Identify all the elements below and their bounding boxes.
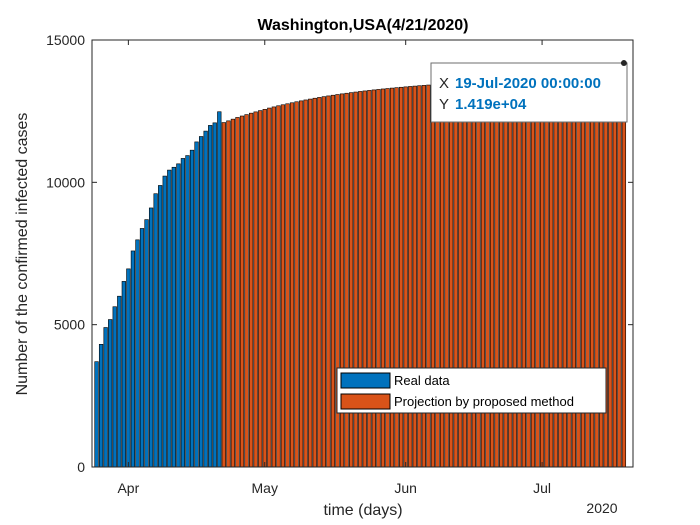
bar-real-data-23[interactable] [198, 136, 204, 468]
bar-real-data-22[interactable] [194, 141, 199, 468]
bar-real-data-4[interactable] [112, 306, 117, 468]
x-tick-label: Jul [533, 480, 551, 496]
bar-projection-13[interactable] [280, 104, 286, 468]
bar-real-data-13[interactable] [153, 193, 158, 468]
bar-projection-6[interactable] [249, 112, 254, 468]
bar-projection-17[interactable] [299, 100, 304, 468]
bar-projection-4[interactable] [239, 115, 245, 468]
bar-real-data-24[interactable] [203, 130, 208, 468]
data-tip-marker [620, 60, 627, 67]
bar-real-data-11[interactable] [144, 219, 149, 468]
bar-projection-22[interactable] [321, 96, 326, 468]
data-tip-x-key: X [439, 75, 449, 92]
legend-entry-projection: Projection by proposed method [394, 394, 574, 409]
bar-projection-0[interactable] [221, 122, 226, 468]
bar-real-data-25[interactable] [208, 125, 213, 468]
y-axis: 0 5000 10000 15000 [46, 32, 633, 475]
legend[interactable]: Real data Projection by proposed method [336, 367, 607, 414]
bar-real-data-18[interactable] [176, 163, 181, 468]
bar-real-data-19[interactable] [180, 158, 186, 468]
bar-projection-87[interactable] [617, 70, 622, 468]
y-tick-label: 10000 [46, 174, 85, 190]
bar-real-data-20[interactable] [185, 155, 190, 468]
bar-projection-9[interactable] [262, 109, 267, 468]
bar-real-data-14[interactable] [158, 185, 163, 468]
bar-projection-11[interactable] [271, 106, 276, 468]
bar-real-data-12[interactable] [148, 207, 154, 468]
legend-swatch-projection [340, 393, 391, 410]
bar-projection-2[interactable] [230, 118, 236, 468]
x-tick-label: Apr [117, 480, 139, 496]
bar-real-data-9[interactable] [135, 239, 140, 468]
bar-real-data-16[interactable] [167, 169, 172, 468]
bar-projection-3[interactable] [235, 117, 240, 468]
bar-real-data-5[interactable] [117, 295, 122, 468]
y-tick-label: 5000 [54, 317, 85, 333]
bar-projection-20[interactable] [312, 97, 317, 468]
y-tick-label: 0 [77, 459, 85, 475]
bar-real-data-27[interactable] [217, 111, 222, 468]
chart-title: Washington,USA(4/21/2020) [257, 17, 468, 34]
bar-real-data-2[interactable] [103, 327, 108, 468]
bar-real-data-6[interactable] [121, 281, 126, 468]
bar-projection-10[interactable] [267, 107, 272, 468]
bar-projection-15[interactable] [289, 102, 295, 468]
bar-projection-21[interactable] [317, 97, 322, 468]
bar-real-data-7[interactable] [126, 268, 131, 468]
bar-projection-8[interactable] [258, 110, 263, 468]
axes-box [91, 39, 634, 468]
x-tick-label: Jun [394, 480, 417, 496]
x-axis: Apr May Jun Jul [117, 40, 551, 496]
x-tick-label: May [252, 480, 278, 496]
bar-projection-1[interactable] [226, 120, 231, 468]
bar-real-data-26[interactable] [212, 122, 217, 468]
bar-projection-88[interactable] [621, 62, 627, 468]
bar-real-data-21[interactable] [189, 149, 195, 468]
bar-projection-85[interactable] [608, 71, 613, 468]
y-axis-label: Number of the confirmed infected cases [14, 113, 31, 396]
bar-projection-86[interactable] [612, 71, 617, 468]
x-axis-label: time (days) [323, 502, 402, 519]
data-tip-box [430, 62, 628, 123]
bar-real-data-1[interactable] [98, 344, 104, 468]
bar-projection-16[interactable] [294, 101, 299, 468]
bar-real-data-0[interactable] [94, 361, 99, 468]
bar-real-data-8[interactable] [130, 250, 136, 468]
data-tip[interactable]: X 19-Jul-2020 00:00:00 Y 1.419e+04 [430, 60, 628, 123]
bar-projection-14[interactable] [285, 103, 290, 468]
data-tip-x-value: 19-Jul-2020 00:00:00 [455, 75, 601, 92]
y-tick-label: 15000 [46, 32, 85, 48]
bar-real-data-15[interactable] [162, 175, 167, 468]
bar-projection-18[interactable] [303, 99, 308, 468]
x-axis-year-label: 2020 [586, 500, 617, 516]
data-tip-y-key: Y [439, 96, 449, 113]
legend-entry-real-data: Real data [394, 373, 450, 388]
bar-real-data-10[interactable] [139, 228, 145, 468]
bar-real-data-17[interactable] [171, 166, 176, 468]
bar-projection-7[interactable] [253, 111, 258, 468]
bar-projection-19[interactable] [308, 98, 313, 468]
bar-projection-23[interactable] [326, 95, 331, 468]
data-tip-y-value: 1.419e+04 [455, 96, 527, 113]
bar-projection-5[interactable] [244, 114, 249, 468]
legend-swatch-real-data [340, 372, 391, 389]
bar-projection-24[interactable] [330, 94, 336, 468]
bar-projection-12[interactable] [276, 105, 281, 468]
bar-real-data-3[interactable] [108, 319, 113, 468]
